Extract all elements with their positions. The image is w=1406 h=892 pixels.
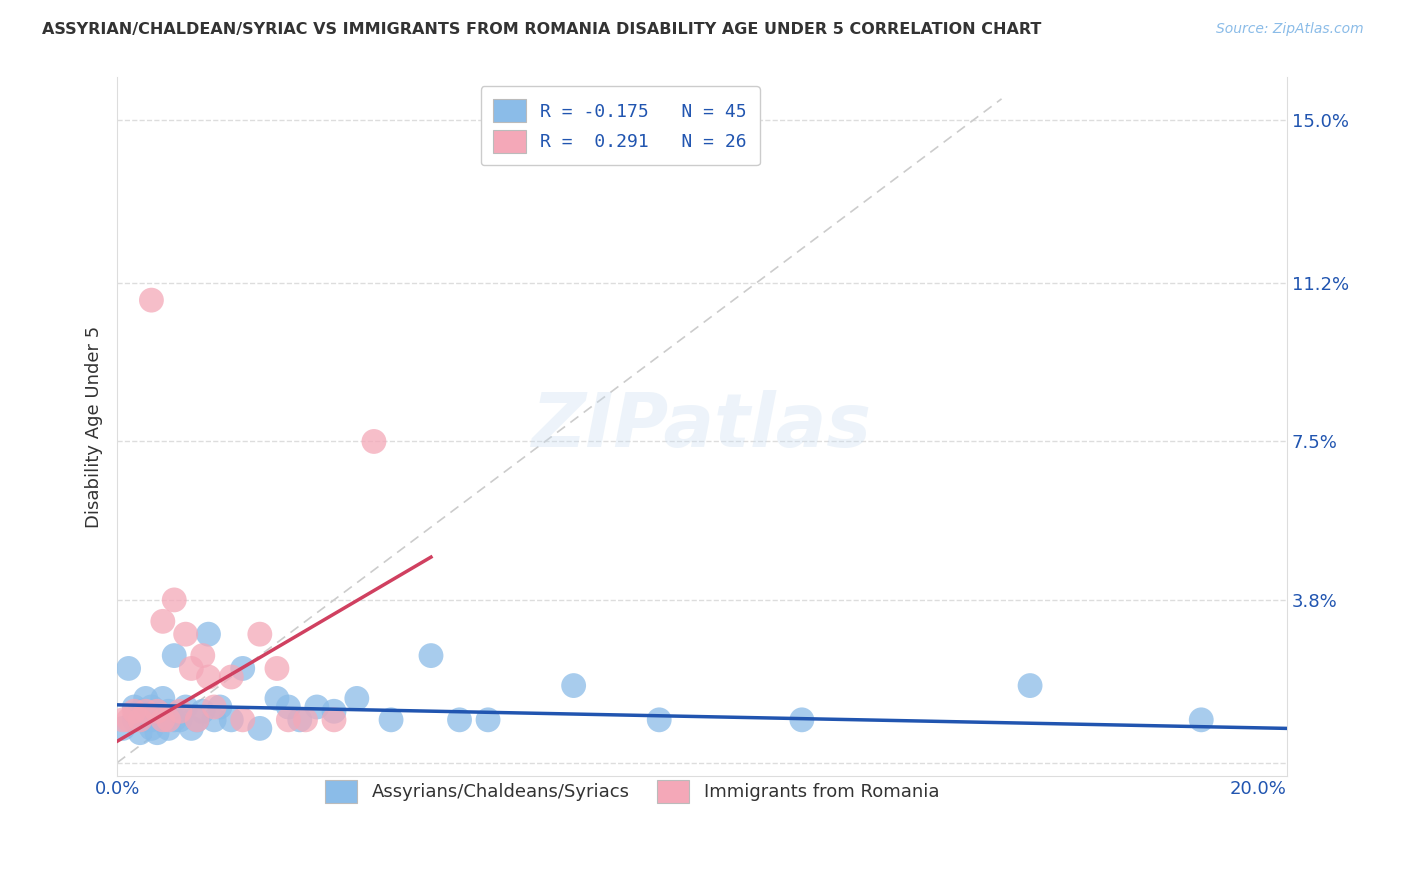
Point [288, 713, 311, 727]
Point [141, 713, 163, 727]
Point [305, 700, 328, 714]
Point [157, 704, 180, 718]
Point [232, 713, 254, 727]
Point [152, 713, 174, 727]
Point [111, 713, 134, 727]
Point [174, 627, 197, 641]
Point [129, 725, 152, 739]
Y-axis label: Disability Age Under 5: Disability Age Under 5 [86, 326, 103, 527]
Point [363, 434, 385, 449]
Point [221, 713, 243, 727]
Point [208, 700, 231, 714]
Point [221, 670, 243, 684]
Point [180, 722, 202, 736]
Text: ASSYRIAN/CHALDEAN/SYRIAC VS IMMIGRANTS FROM ROMANIA DISABILITY AGE UNDER 5 CORRE: ASSYRIAN/CHALDEAN/SYRIAC VS IMMIGRANTS F… [42, 22, 1042, 37]
Point [790, 713, 813, 727]
Point [380, 713, 402, 727]
Point [449, 713, 471, 727]
Point [277, 713, 299, 727]
Point [202, 713, 225, 727]
Point [146, 704, 169, 718]
Point [163, 713, 186, 727]
Point [152, 691, 174, 706]
Point [1189, 713, 1212, 727]
Point [141, 293, 163, 307]
Point [141, 700, 163, 714]
Point [129, 713, 152, 727]
Point [152, 713, 174, 727]
Point [186, 713, 208, 727]
Point [146, 725, 169, 739]
Point [174, 700, 197, 714]
Point [163, 648, 186, 663]
Point [346, 691, 368, 706]
Point [294, 713, 316, 727]
Point [124, 700, 146, 714]
Point [169, 713, 191, 727]
Point [124, 713, 146, 727]
Point [141, 722, 163, 736]
Point [648, 713, 671, 727]
Point [157, 713, 180, 727]
Point [180, 661, 202, 675]
Point [197, 670, 219, 684]
Legend: Assyrians/Chaldeans/Syriacs, Immigrants from Romania: Assyrians/Chaldeans/Syriacs, Immigrants … [312, 767, 952, 815]
Point [202, 700, 225, 714]
Point [232, 661, 254, 675]
Point [323, 704, 346, 718]
Point [111, 722, 134, 736]
Point [163, 593, 186, 607]
Point [197, 627, 219, 641]
Point [152, 615, 174, 629]
Point [186, 713, 208, 727]
Point [124, 704, 146, 718]
Point [249, 627, 271, 641]
Point [135, 713, 157, 727]
Point [117, 661, 139, 675]
Point [1019, 679, 1042, 693]
Point [146, 704, 169, 718]
Point [266, 661, 288, 675]
Point [135, 691, 157, 706]
Point [266, 691, 288, 706]
Text: Source: ZipAtlas.com: Source: ZipAtlas.com [1216, 22, 1364, 37]
Point [191, 704, 214, 718]
Text: ZIPatlas: ZIPatlas [531, 390, 872, 463]
Point [249, 722, 271, 736]
Point [135, 704, 157, 718]
Point [191, 648, 214, 663]
Point [420, 648, 443, 663]
Point [169, 704, 191, 718]
Point [323, 713, 346, 727]
Point [117, 713, 139, 727]
Point [129, 704, 152, 718]
Point [477, 713, 499, 727]
Point [277, 700, 299, 714]
Point [157, 722, 180, 736]
Point [562, 679, 585, 693]
